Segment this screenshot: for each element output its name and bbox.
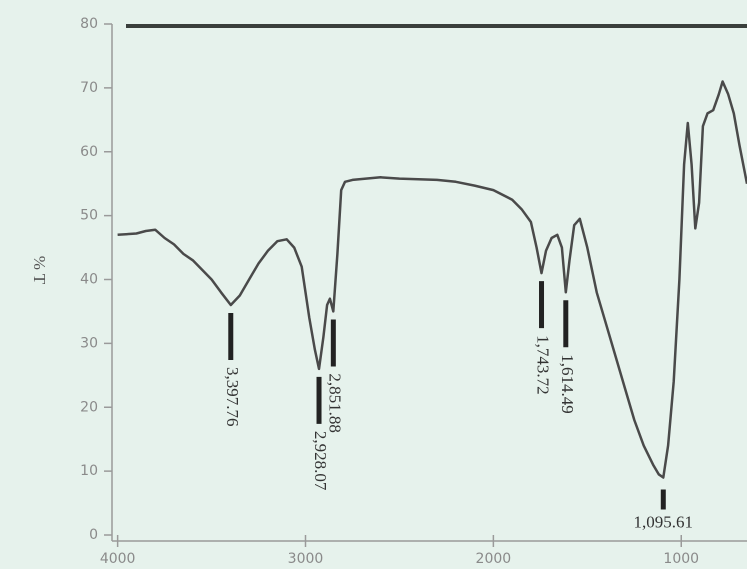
x-tick-label: 4000	[100, 551, 136, 567]
x-tick-label: 2000	[476, 551, 512, 567]
x-tick-label: 1000	[663, 551, 699, 567]
annotation-label: 1,614.49	[558, 354, 577, 414]
y-tick-label: 0	[89, 527, 98, 543]
annotation-label: 3,397.76	[223, 367, 242, 427]
x-tick-label: 3000	[288, 551, 324, 567]
y-tick-label: 30	[80, 335, 98, 351]
annotation-label: 1,095.61	[634, 512, 694, 531]
annotation-label: 2,928.07	[311, 431, 330, 491]
y-tick-label: 50	[80, 208, 98, 224]
y-tick-label: 70	[80, 80, 98, 96]
y-tick-label: 60	[80, 144, 98, 160]
y-tick-label: 20	[80, 399, 98, 415]
annotation-label: 2,851.88	[325, 373, 344, 433]
annotation-label: 1,743.72	[534, 335, 553, 395]
spectrum-line	[117, 80, 747, 479]
y-tick-label: 80	[80, 16, 98, 32]
y-tick-label: 40	[80, 272, 98, 288]
y-axis-label: % T	[30, 256, 49, 285]
y-tick-label: 10	[80, 463, 98, 479]
